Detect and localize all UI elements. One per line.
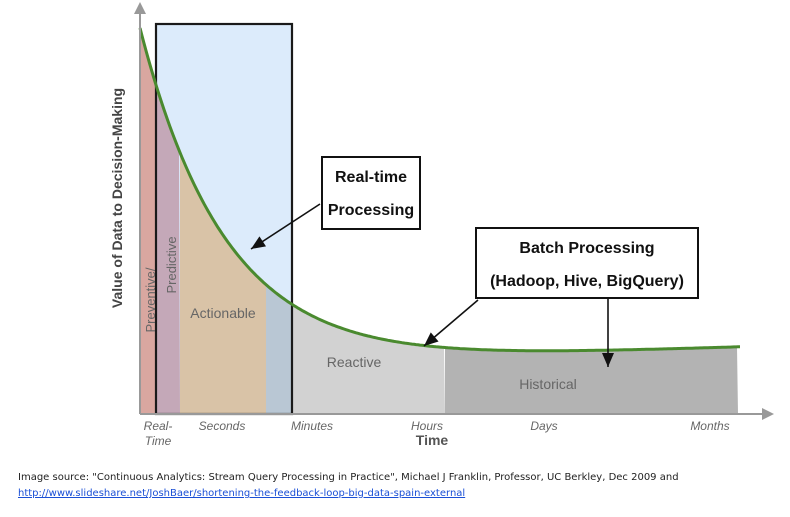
realtime-annotation-box (321, 156, 421, 230)
region-label-historical: Historical (519, 376, 577, 392)
region-actionable (180, 152, 266, 414)
caption-link[interactable]: http://www.slideshare.net/JoshBaer/short… (18, 488, 466, 499)
batch-annotation-line: Batch Processing (519, 240, 654, 257)
batch-annotation-box (475, 227, 699, 299)
x-tick-label: Months (690, 419, 729, 433)
batch-annotation-line: (Hadoop, Hive, BigQuery) (490, 273, 684, 290)
x-tick-label: Days (530, 419, 557, 433)
x-axis-label: Time (416, 432, 449, 448)
x-tick-label: Real- (144, 419, 173, 433)
region-preventive (140, 28, 157, 414)
y-axis-label: Value of Data to Decision-Making (109, 88, 125, 308)
x-tick-label: Minutes (291, 419, 333, 433)
value-of-data-chart: Value of Data to Decision-MakingReal-Tim… (109, 2, 774, 448)
realtime-arrow-head (251, 236, 267, 249)
realtime-annotation-line: Real-time (335, 169, 407, 186)
region-transition (266, 284, 292, 414)
batch-arrow-right-head (602, 353, 614, 367)
region-predictive (157, 88, 180, 414)
region-label-reactive: Reactive (327, 354, 382, 370)
region-label-actionable: Actionable (190, 305, 256, 321)
y-axis-arrow (134, 2, 146, 14)
image-source-caption: Image source: "Continuous Analytics: Str… (18, 470, 778, 502)
region-label-preventive: Preventive/ (143, 267, 158, 332)
value-curve (138, 27, 740, 353)
region-reactive (292, 304, 445, 414)
x-tick-label: Seconds (199, 419, 246, 433)
region-historical (445, 346, 738, 414)
region-label-predictive: Predictive (164, 236, 179, 293)
realtime-annotation-line: Processing (328, 202, 414, 219)
x-tick-label: Hours (411, 419, 443, 433)
caption-text: Image source: "Continuous Analytics: Str… (18, 472, 679, 483)
x-axis-arrow (762, 408, 774, 420)
batch-arrow-left-head (424, 332, 439, 346)
x-tick-label: Time (145, 434, 172, 448)
